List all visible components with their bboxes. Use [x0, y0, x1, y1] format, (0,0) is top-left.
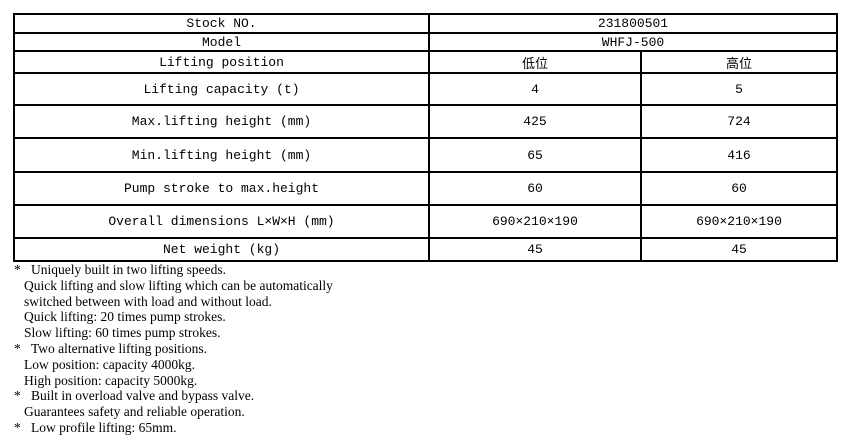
note-line: Quick lifting and slow lifting which can… [24, 277, 333, 293]
spec-value-pump-stroke-low: 60 [428, 171, 642, 206]
spec-value-overall-dimensions-low: 690×210×190 [428, 204, 642, 239]
spec-value-overall-dimensions-high: 690×210×190 [640, 204, 838, 239]
table-row-overall-dimensions: Overall dimensions L×W×H (mm) 690×210×19… [13, 204, 838, 239]
note-line: switched between with load and without l… [24, 293, 272, 309]
note-text: Two alternative lifting positions. [31, 340, 208, 356]
table-row-lifting-capacity: Lifting capacity (t) 4 5 [13, 72, 838, 106]
note-text: Built in overload valve and bypass valve… [31, 388, 255, 404]
spec-value-net-weight-low: 45 [428, 237, 642, 262]
spec-value-max-lifting-height-high: 724 [640, 104, 838, 139]
spec-value-min-lifting-height-low: 65 [428, 137, 642, 173]
spec-value-lifting-position-high: 高位 [640, 50, 838, 74]
table-row-min-lifting-height: Min.lifting height (mm) 65 416 [13, 137, 838, 173]
spec-value-lifting-capacity-low: 4 [428, 72, 642, 106]
spec-value-pump-stroke-high: 60 [640, 171, 838, 206]
table-row-stock-no: Stock NO. 231800501 [13, 13, 838, 34]
note-line: Low position: capacity 4000kg. [24, 356, 195, 372]
note-bullet: * [14, 262, 21, 277]
note-line: Guarantees safety and reliable operation… [24, 404, 245, 420]
note-bullet: * [14, 388, 21, 404]
spec-label-pump-stroke: Pump stroke to max.height [13, 171, 430, 206]
note-bullet: * [14, 419, 21, 435]
spec-label-net-weight: Net weight (kg) [13, 237, 430, 262]
table-row-model: Model WHFJ-500 [13, 32, 838, 52]
note-line: Slow lifting: 60 times pump strokes. [24, 325, 221, 341]
spec-value-model: WHFJ-500 [428, 32, 838, 52]
spec-label-lifting-position: Lifting position [13, 50, 430, 74]
spec-label-min-lifting-height: Min.lifting height (mm) [13, 137, 430, 173]
spec-label-overall-dimensions: Overall dimensions L×W×H (mm) [13, 204, 430, 239]
note-line: * Two alternative lifting positions. [13, 341, 833, 357]
note-bullet: * [14, 340, 21, 356]
table-row-lifting-position: Lifting position 低位 高位 [13, 50, 838, 74]
footnotes-section: * Uniquely built in two lifting speeds. Q… [13, 262, 833, 436]
table-row-net-weight: Net weight (kg) 45 45 [13, 237, 838, 262]
note-line: Quick lifting: 20 times pump strokes. [24, 309, 226, 325]
note-line: * Built in overload valve and bypass valv… [13, 388, 833, 404]
spec-label-stock-no: Stock NO. [13, 13, 430, 34]
table-row-max-lifting-height: Max.lifting height (mm) 425 724 [13, 104, 838, 139]
spec-value-max-lifting-height-low: 425 [428, 104, 642, 139]
note-line: High position: capacity 5000kg. [24, 372, 198, 388]
spec-table: Stock NO. 231800501 Model WHFJ-500 Lifti… [13, 13, 838, 262]
table-row-pump-stroke: Pump stroke to max.height 60 60 [13, 171, 838, 206]
note-line: * Low profile lifting: 65mm. [13, 420, 833, 436]
spec-label-model: Model [13, 32, 430, 52]
spec-label-max-lifting-height: Max.lifting height (mm) [13, 104, 430, 139]
spec-value-net-weight-high: 45 [640, 237, 838, 262]
spec-value-lifting-capacity-high: 5 [640, 72, 838, 106]
spec-value-lifting-position-low: 低位 [428, 50, 642, 74]
note-line: * Uniquely built in two lifting speeds. [13, 262, 833, 278]
note-text: Low profile lifting: 65mm. [31, 419, 177, 435]
spec-value-stock-no: 231800501 [428, 13, 838, 34]
spec-label-lifting-capacity: Lifting capacity (t) [13, 72, 430, 106]
spec-value-min-lifting-height-high: 416 [640, 137, 838, 173]
note-text: Uniquely built in two lifting speeds. [31, 262, 226, 277]
